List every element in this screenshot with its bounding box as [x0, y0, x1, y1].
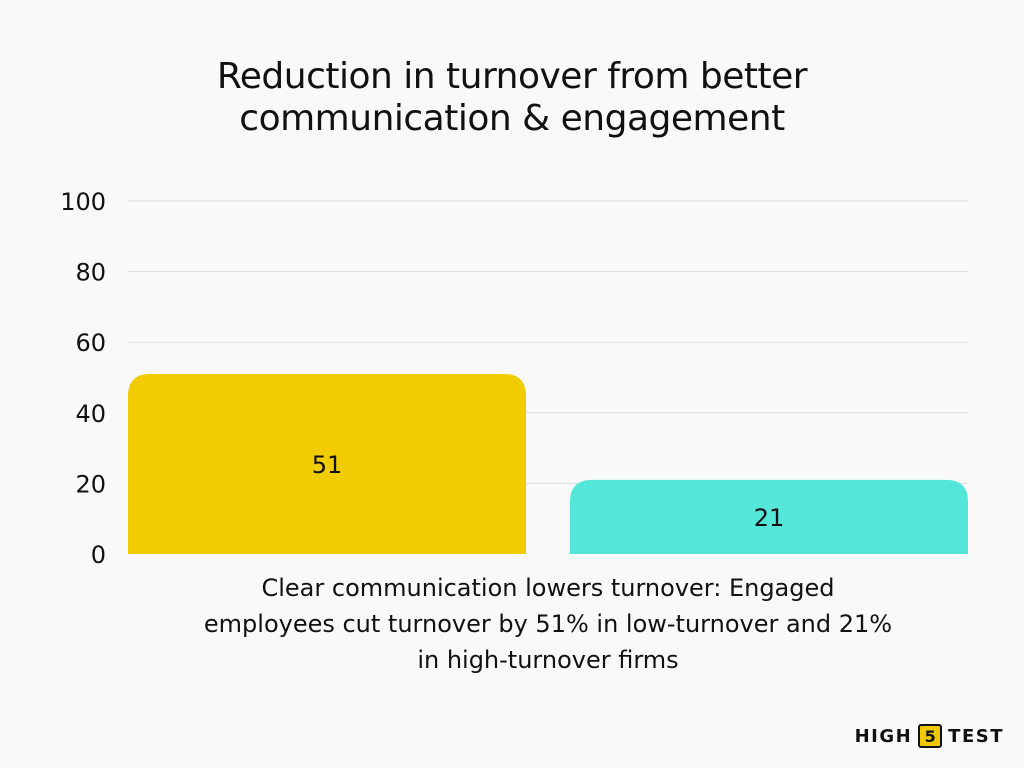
y-tick-label: 20	[75, 470, 106, 498]
bar-value-labels: 51 21	[312, 451, 785, 532]
caption-line-3: in high-turnover firms	[417, 646, 679, 674]
bar	[128, 373, 526, 554]
bar-value-label: 51	[312, 451, 343, 479]
bar	[570, 479, 968, 554]
chart-caption: Clear communication lowers turnover: Eng…	[100, 570, 996, 678]
chart-title-line-2: communication & engagement	[239, 98, 785, 139]
caption-line-2: employees cut turnover by 51% in low-tur…	[203, 610, 893, 638]
y-tick-label: 80	[75, 259, 106, 287]
brand-logo: HIGH 5 TEST	[855, 724, 1004, 748]
logo-word-test: TEST	[948, 725, 1004, 747]
chart-title-line-1: Reduction in turnover from better	[216, 56, 808, 97]
y-axis-ticks: 0 20 40 60 80 100	[60, 188, 106, 569]
bars	[128, 373, 968, 554]
logo-word-high: HIGH	[854, 725, 913, 747]
chart-title: Reduction in turnover from better commun…	[0, 56, 1024, 140]
y-tick-label: 0	[91, 541, 106, 569]
y-tick-label: 100	[60, 188, 106, 216]
bar-value-label: 21	[754, 504, 785, 532]
logo-number-box: 5	[918, 724, 943, 748]
y-tick-label: 40	[75, 400, 106, 428]
y-tick-label: 60	[75, 329, 106, 357]
caption-line-1: Clear communication lowers turnover: Eng…	[261, 574, 835, 602]
